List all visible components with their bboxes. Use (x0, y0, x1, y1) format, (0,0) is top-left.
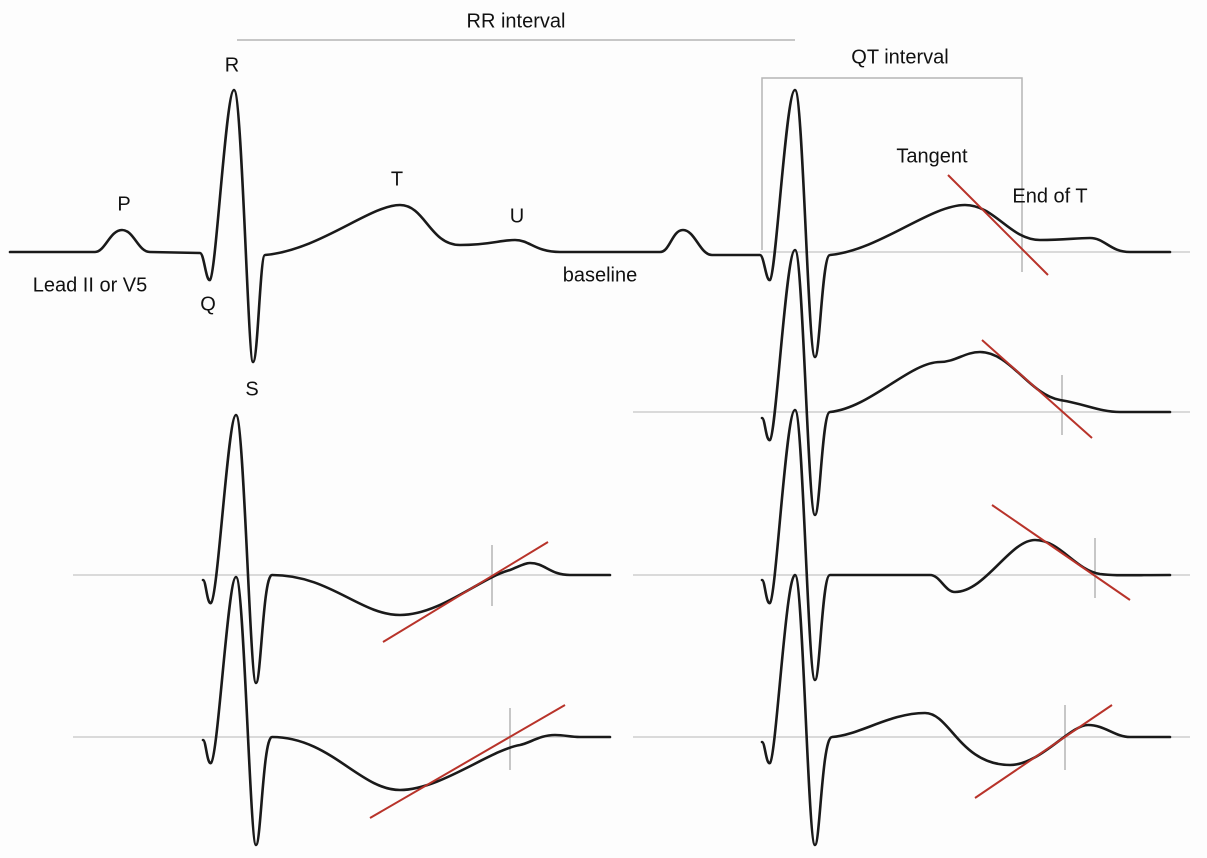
tangent-label: Tangent (896, 145, 968, 167)
ecg-trace (201, 413, 612, 685)
ecg-trace (201, 575, 612, 847)
qt-interval-bracket (761, 77, 1023, 272)
wave-label: P (117, 193, 130, 215)
end-of-t-label: End of T (1012, 185, 1087, 207)
wave-label: S (245, 378, 258, 400)
lead-label: Lead II or V5 (33, 274, 148, 296)
ecg-trace (8, 88, 1172, 364)
wave-label: Q (200, 293, 216, 315)
tangent-line (382, 541, 549, 643)
qt-interval-label: QT interval (851, 46, 948, 68)
wave-label: R (225, 54, 239, 76)
rr-interval-label: RR interval (467, 10, 566, 32)
tangent-line (991, 504, 1131, 601)
ecg-trace (760, 408, 1172, 682)
tangent-line (947, 174, 1049, 276)
tangent-line (369, 704, 566, 819)
wave-label: U (510, 205, 524, 227)
wave-label: T (391, 168, 403, 190)
baseline-label: baseline (563, 264, 638, 286)
tangent-line (981, 339, 1093, 439)
tangent-line (974, 704, 1113, 799)
